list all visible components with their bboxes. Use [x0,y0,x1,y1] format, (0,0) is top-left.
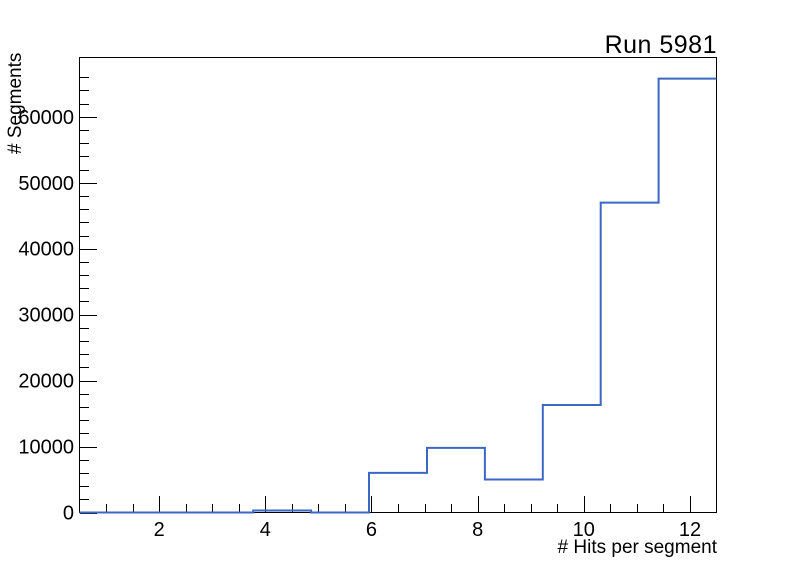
x-tick-label: 12 [679,519,701,541]
y-tick-label: 40000 [18,239,74,261]
x-tick-label: 8 [472,519,483,541]
y-axis-title: # Segments [5,52,26,154]
y-tick-label: 30000 [18,305,74,327]
y-tick-label: 10000 [18,437,74,459]
y-tick-label: 0 [63,503,74,525]
chart-title: Run 5981 [604,31,717,59]
y-tick-label: 60000 [18,107,74,129]
y-tick-label: 50000 [18,173,74,195]
x-tick-label: 2 [154,519,165,541]
x-tick-label: 6 [366,519,377,541]
plot-frame [79,57,717,513]
x-axis-title: # Hits per segment [557,537,717,558]
x-tick-label: 4 [260,519,271,541]
histogram-line [79,77,717,514]
x-tick-label: 10 [573,519,595,541]
y-tick-label: 20000 [18,371,74,393]
